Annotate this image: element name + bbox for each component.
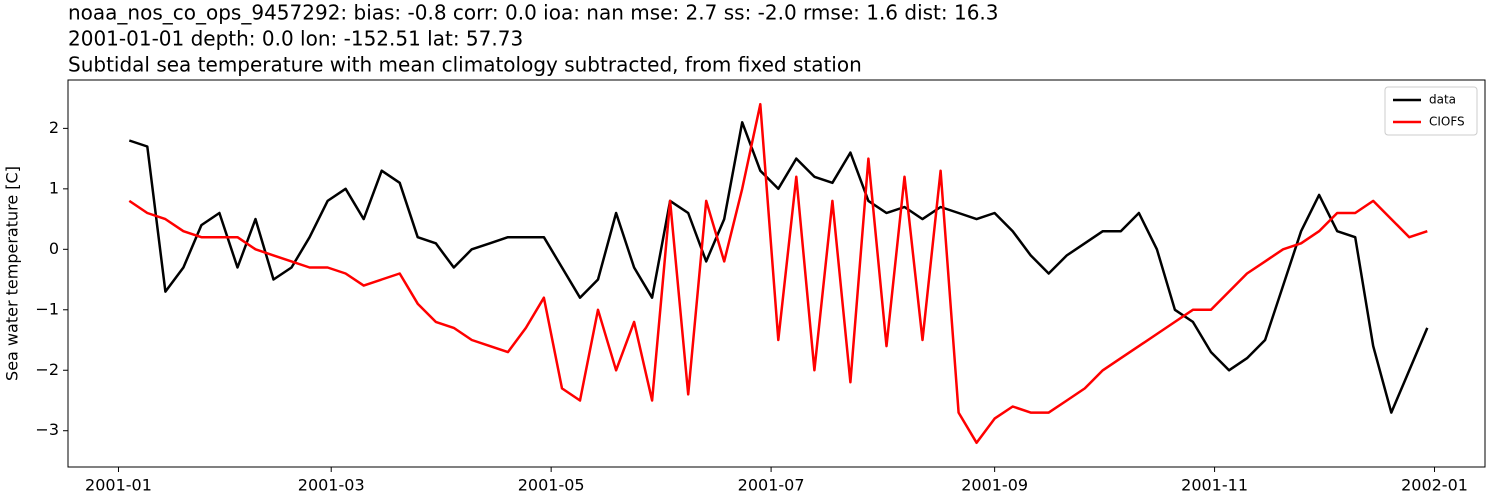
x-tick-label: 2001-07 <box>738 476 805 495</box>
plot-frame <box>67 79 1486 468</box>
x-tick-label: 2001-01 <box>85 476 152 495</box>
series-line <box>128 102 1428 445</box>
y-tick-label: 2 <box>49 118 59 137</box>
legend-label: CIOFS <box>1429 115 1465 129</box>
series-line <box>128 121 1429 414</box>
x-tick-label: 2001-09 <box>961 476 1028 495</box>
x-tick-label: 2001-03 <box>298 476 365 495</box>
y-tick-label: 1 <box>49 178 59 197</box>
x-tick-label: 2001-11 <box>1181 476 1248 495</box>
chart-title: noaa_nos_co_ops_9457292: bias: -0.8 corr… <box>68 1 999 25</box>
chart-title: 2001-01-01 depth: 0.0 lon: -152.51 lat: … <box>68 27 523 51</box>
y-tick-label: −2 <box>35 360 59 379</box>
y-axis-label: Sea water temperature [C] <box>3 166 22 381</box>
x-tick-label: 2002-01 <box>1401 476 1468 495</box>
y-tick-label: −3 <box>35 420 59 439</box>
x-tick-label: 2001-05 <box>518 476 585 495</box>
legend-label: data <box>1429 93 1456 107</box>
y-tick-label: 0 <box>49 239 59 258</box>
y-tick-label: −1 <box>35 299 59 318</box>
chart-title: Subtidal sea temperature with mean clima… <box>68 53 862 77</box>
